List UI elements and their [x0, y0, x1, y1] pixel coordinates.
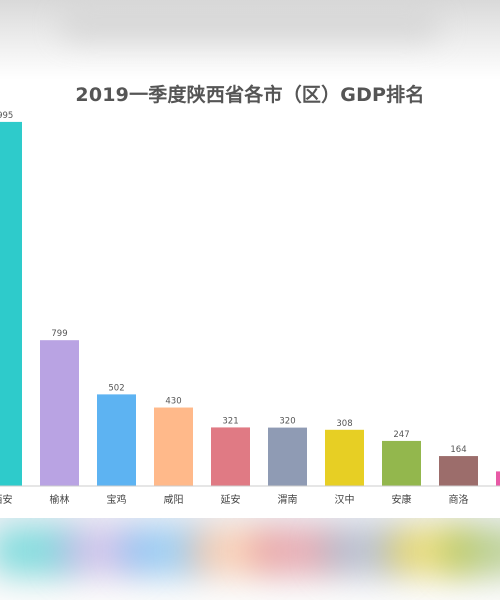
x-tick-label-8: 商洛 [449, 493, 469, 506]
bar-7 [382, 440, 421, 486]
bar-9 [496, 471, 500, 486]
chart-title: 2019一季度陕西省各市（区）GDP排名 [75, 84, 425, 106]
bar-5 [268, 427, 307, 486]
bar-value-label-6: 308 [336, 419, 352, 429]
x-tick-label-4: 延安 [221, 493, 241, 506]
bar-value-label-2: 502 [108, 383, 124, 393]
bar-value-label-7: 247 [393, 430, 409, 440]
bars-layer [0, 121, 500, 486]
bar-value-label-1: 799 [51, 329, 67, 339]
x-tick-label-7: 安康 [392, 493, 412, 506]
labels-layer: 1995 西安 799 榆林 502 宝鸡 430 咸阳 321 延安 320 渭南 308 汉中 247 安… [0, 111, 469, 506]
bar-value-label-4: 321 [222, 416, 238, 426]
x-tick-label-5: 渭南 [278, 493, 298, 506]
bar-0 [0, 121, 22, 486]
bar-value-label-3: 430 [165, 397, 181, 407]
bar-1 [40, 340, 79, 486]
x-tick-label-6: 汉中 [335, 493, 355, 506]
bar-2 [97, 394, 136, 486]
x-tick-label-0: 西安 [0, 493, 13, 506]
x-tick-label-1: 榆林 [50, 493, 70, 506]
blurred-background-bottom [0, 518, 500, 600]
bar-3 [154, 407, 193, 486]
bar-value-label-0: 1995 [0, 111, 13, 121]
bar-value-label-5: 320 [279, 417, 295, 427]
bar-6 [325, 429, 364, 486]
bar-8 [439, 456, 478, 486]
x-tick-label-2: 宝鸡 [107, 493, 127, 506]
bar-value-label-8: 164 [450, 445, 466, 455]
blurred-background-top [0, 0, 500, 80]
bar-4 [211, 427, 250, 486]
x-tick-label-3: 咸阳 [164, 494, 184, 506]
